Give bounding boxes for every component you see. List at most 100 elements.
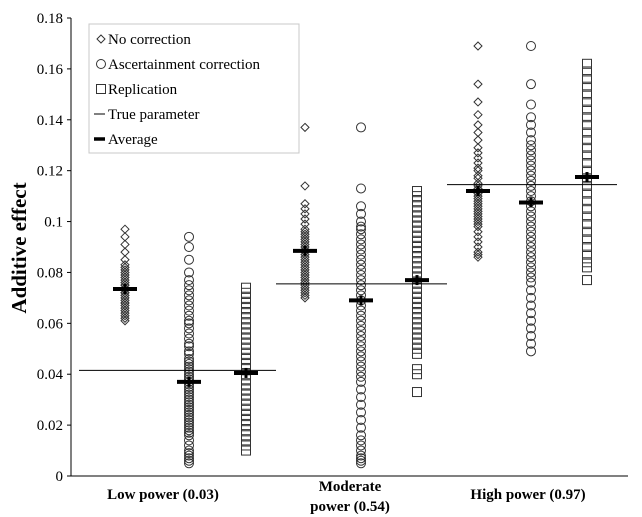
square-point <box>412 287 422 298</box>
diamond-point <box>300 290 310 301</box>
circle-point <box>356 234 366 245</box>
circle-point <box>184 242 194 252</box>
circle-point <box>526 99 536 110</box>
circle-point <box>526 331 536 342</box>
circle-point <box>356 221 366 232</box>
circle-point <box>184 300 194 311</box>
category-label: High power (0.97) <box>470 487 585 503</box>
circle-point <box>184 285 194 296</box>
circle-point <box>526 247 536 258</box>
square-point <box>412 196 422 207</box>
circle-point <box>356 310 366 321</box>
legend-label: Ascertainment correction <box>108 57 261 73</box>
circle-point <box>356 183 366 194</box>
square-point <box>412 216 422 227</box>
square-point <box>582 203 592 214</box>
circle-point <box>356 407 366 418</box>
circle-point <box>184 455 194 466</box>
square-point <box>582 234 592 245</box>
square-point <box>582 150 592 161</box>
circle-point <box>356 440 366 451</box>
square-point <box>241 333 251 344</box>
circle-point <box>526 221 536 232</box>
square-point <box>241 318 251 329</box>
diamond-point <box>300 204 310 214</box>
y-tick-label: 0.02 <box>37 418 63 434</box>
reference-lines <box>79 172 617 387</box>
square-point <box>241 430 251 441</box>
circle-point <box>184 404 194 415</box>
circle-point <box>526 165 536 176</box>
circle-point <box>526 112 536 123</box>
y-axis-title: Additive effect <box>7 182 31 313</box>
diamond-point <box>300 288 310 298</box>
circle-point <box>356 422 366 433</box>
circle-point <box>184 387 194 398</box>
square-point <box>241 384 251 395</box>
square-point <box>412 201 422 212</box>
legend: No correction Ascertainment correction Rep… <box>88 23 300 154</box>
square-point <box>412 221 422 232</box>
circle-point <box>356 249 366 260</box>
circle-point <box>526 346 536 357</box>
square-point <box>582 119 592 130</box>
square-point <box>582 196 592 207</box>
circle-point <box>526 292 536 303</box>
circle-point <box>356 445 366 456</box>
square-point <box>582 74 592 85</box>
square-point <box>412 308 422 319</box>
category-label: Moderate <box>319 479 382 495</box>
circle-point <box>526 160 536 171</box>
circle-point <box>526 236 536 247</box>
circle-point <box>356 346 366 357</box>
circle-point <box>184 346 194 357</box>
circle-point <box>184 425 194 436</box>
circle-point <box>184 341 194 352</box>
circle-point <box>184 333 194 344</box>
circle-point <box>184 415 194 426</box>
circle-point <box>184 364 194 375</box>
diamond-point <box>473 252 483 262</box>
circle-point <box>526 216 536 227</box>
circle-point <box>184 450 194 461</box>
circle-point <box>356 384 366 395</box>
square-point <box>241 308 251 319</box>
circle-point <box>184 338 194 349</box>
circle-point <box>184 402 194 413</box>
circle-point <box>184 412 194 423</box>
circle-point <box>184 323 194 334</box>
circle-point <box>184 310 194 321</box>
circle-point <box>356 208 366 219</box>
circle-point <box>526 277 536 288</box>
square-point <box>582 58 592 69</box>
circle-point <box>184 254 194 265</box>
circle-point <box>184 348 194 359</box>
square-point <box>241 394 251 405</box>
square-point <box>412 387 422 398</box>
square-point <box>412 369 422 380</box>
circle-point <box>356 371 366 382</box>
circle-point <box>356 331 366 342</box>
circle-point <box>356 415 366 426</box>
circle-point <box>184 427 194 438</box>
diamond-point <box>300 209 310 219</box>
circle-point <box>184 420 194 431</box>
square-point <box>582 211 592 222</box>
circle-point <box>356 269 366 280</box>
circle-point <box>356 259 366 270</box>
circle-point <box>356 366 366 377</box>
circle-point <box>356 285 366 296</box>
square-point <box>582 219 592 230</box>
circle-point <box>356 455 366 466</box>
y-tick-label: 0.14 <box>37 113 64 129</box>
square-point <box>412 206 422 217</box>
legend-box <box>88 23 300 154</box>
square-point <box>582 275 592 286</box>
circle-point <box>526 145 536 156</box>
square-point <box>412 231 422 242</box>
square-point <box>412 297 422 308</box>
diamond-point <box>120 313 130 323</box>
circle-point <box>526 257 536 268</box>
diamond-point <box>120 310 130 321</box>
